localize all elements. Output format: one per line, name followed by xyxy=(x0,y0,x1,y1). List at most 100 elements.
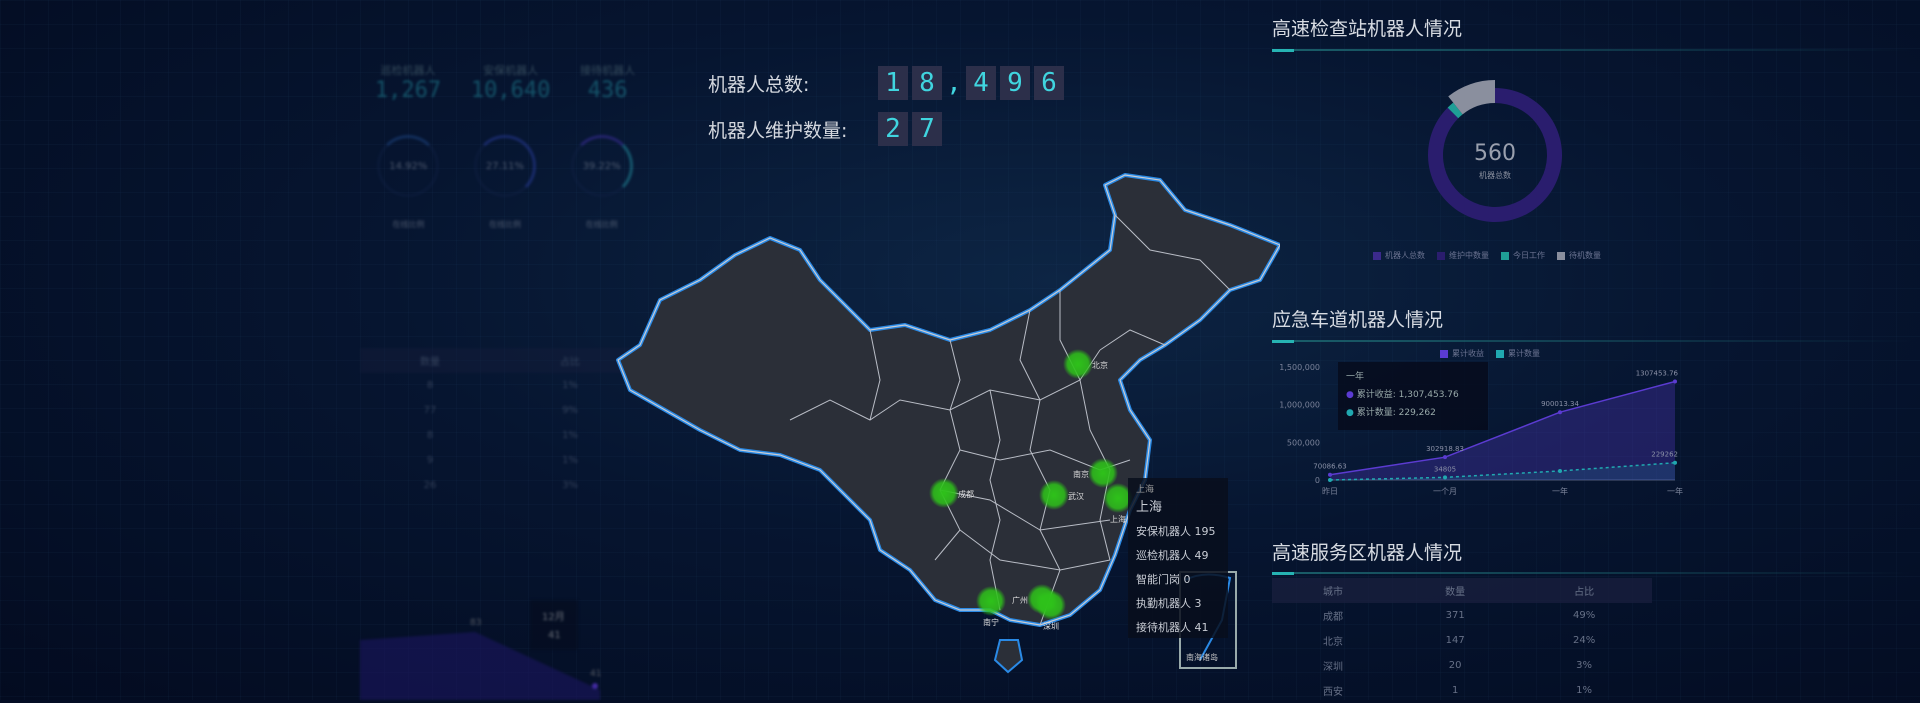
tooltip-line: 执勤机器人 3 xyxy=(1136,597,1202,610)
stat-value: 436 xyxy=(587,78,628,103)
series-area xyxy=(1330,462,1675,480)
left-stats-panel: 巡检机器人 1,267 安保机器人 10,640 接待机器人 436 14.92% 2… xyxy=(360,62,650,262)
ring-1: 27.11% xyxy=(473,135,536,197)
x-tick-label: 一年 xyxy=(1667,486,1683,496)
col-header: 占比 xyxy=(1574,587,1595,598)
cell: 8 xyxy=(426,380,434,391)
tooltip-line: 接待机器人 41 xyxy=(1136,621,1209,634)
ring-2: 39.22% xyxy=(570,135,633,197)
point-label: 83 xyxy=(470,618,481,628)
data-label: 229262 xyxy=(1651,451,1678,459)
service-table: 城市 数量 占比 成都 371 49% 北京 147 24% 深圳 20 3% 西安 1 1% xyxy=(1272,578,1652,703)
stat-1: 安保机器人 10,640 xyxy=(471,62,550,103)
cell: 3% xyxy=(562,480,578,491)
cell: 北京 xyxy=(1323,637,1344,648)
data-point[interactable] xyxy=(1328,472,1332,477)
city-marker[interactable] xyxy=(1103,483,1133,513)
donut-center-label: 机器总数 xyxy=(1479,170,1511,180)
y-tick-label: 500,000 xyxy=(1287,438,1320,447)
data-point[interactable] xyxy=(1443,455,1447,460)
col-header: 城市 xyxy=(1323,587,1344,598)
ring-0: 14.92% xyxy=(377,135,440,197)
ring-legend: 在线比例 xyxy=(488,220,521,229)
digit: 8 xyxy=(912,66,942,100)
checkpoint-legend: 机器人总数 维护中数量 今日工作 待机数量 xyxy=(1373,250,1601,261)
series-line xyxy=(1329,380,1676,476)
city-marker[interactable] xyxy=(929,478,959,508)
area-fill xyxy=(360,632,600,700)
table-row: 成都 371 49% xyxy=(1272,603,1652,628)
cell: 49% xyxy=(1572,610,1596,621)
map-tooltip: 上海 上海 安保机器人 195 巡检机器人 49 智能门岗 0 执勤机器人 3 … xyxy=(1128,478,1228,638)
left-table: 数量 占比 8 1% 77 9% 8 1% 9 1% 26 3% xyxy=(360,348,640,498)
chart-tooltip-line: ● 累计数量: 229,262 xyxy=(1346,408,1436,418)
cell: 77 xyxy=(423,405,437,416)
city-label: 北京 xyxy=(1092,360,1108,370)
tooltip-value: 41 xyxy=(548,630,561,641)
col-header: 数量 xyxy=(1445,587,1466,598)
data-point[interactable] xyxy=(1443,475,1447,480)
tooltip-line: 巡检机器人 49 xyxy=(1136,549,1209,562)
data-point[interactable] xyxy=(1328,478,1332,482)
cell: 西安 xyxy=(1323,687,1344,698)
x-tick-label: 一个月 xyxy=(1433,487,1457,496)
point xyxy=(592,683,598,689)
stat-2: 接待机器人 436 xyxy=(580,62,635,103)
cell: 1% xyxy=(562,380,578,391)
city-label: 成都 xyxy=(958,489,974,499)
legend-item[interactable]: 待机数量 xyxy=(1557,250,1601,261)
digit: 2 xyxy=(878,112,908,146)
digit: , xyxy=(946,68,962,98)
city-marker[interactable] xyxy=(1039,480,1069,510)
cell: 1% xyxy=(562,455,578,466)
data-point[interactable] xyxy=(1673,379,1677,384)
data-point[interactable] xyxy=(1558,410,1562,415)
city-label: 南京 xyxy=(1073,469,1089,479)
legend-item[interactable]: 机器人总数 xyxy=(1373,250,1425,261)
cell: 1% xyxy=(562,430,578,441)
cell: 9 xyxy=(426,455,434,466)
digit: 4 xyxy=(966,66,996,100)
city-label: 武汉 xyxy=(1068,491,1084,501)
donut-slice[interactable] xyxy=(1447,102,1463,119)
chart-tooltip-title: 一年 xyxy=(1346,372,1365,382)
donut-slice[interactable] xyxy=(1448,80,1495,115)
cell: 147 xyxy=(1445,635,1465,646)
table-row: 8 1% xyxy=(360,423,640,448)
city-marker[interactable] xyxy=(1036,590,1066,620)
legend-item[interactable]: 今日工作 xyxy=(1501,250,1545,261)
data-point[interactable] xyxy=(1673,460,1677,465)
city-marker[interactable] xyxy=(1063,349,1093,379)
ring-legend: 在线比例 xyxy=(585,220,618,229)
left-area-chart: 83 41 12月 41 xyxy=(360,600,601,700)
city-label: 广州 xyxy=(1012,595,1028,605)
legend-item[interactable]: 维护中数量 xyxy=(1437,250,1489,261)
table-row: 26 3% xyxy=(360,473,640,498)
table-row: 北京 147 24% xyxy=(1272,628,1652,653)
data-point[interactable] xyxy=(1558,468,1562,473)
y-tick-label: 0 xyxy=(1315,476,1320,485)
city-label: 上海 xyxy=(1110,514,1126,524)
digit: 1 xyxy=(878,66,908,100)
city-marker[interactable] xyxy=(1088,458,1118,488)
chart-tooltip-line: ● 累计收益: 1,307,453.76 xyxy=(1346,390,1459,400)
tooltip-small-title: 上海 xyxy=(1136,485,1155,495)
checkpoint-title: 高速检查站机器人情况 xyxy=(1272,18,1463,40)
series-area xyxy=(1330,381,1675,480)
legend-item[interactable]: 累计数量 xyxy=(1496,348,1540,359)
emergency-title: 应急车道机器人情况 xyxy=(1272,309,1444,331)
col-header: 占比 xyxy=(560,357,580,368)
emergency-legend: 累计收益 累计数量 xyxy=(1440,348,1540,359)
legend-item[interactable]: 累计收益 xyxy=(1440,348,1484,359)
city-marker[interactable] xyxy=(976,586,1006,616)
cell: 1 xyxy=(1451,685,1459,696)
digit: 6 xyxy=(1034,66,1064,100)
china-border xyxy=(617,174,1280,626)
section-divider xyxy=(1272,572,1912,575)
